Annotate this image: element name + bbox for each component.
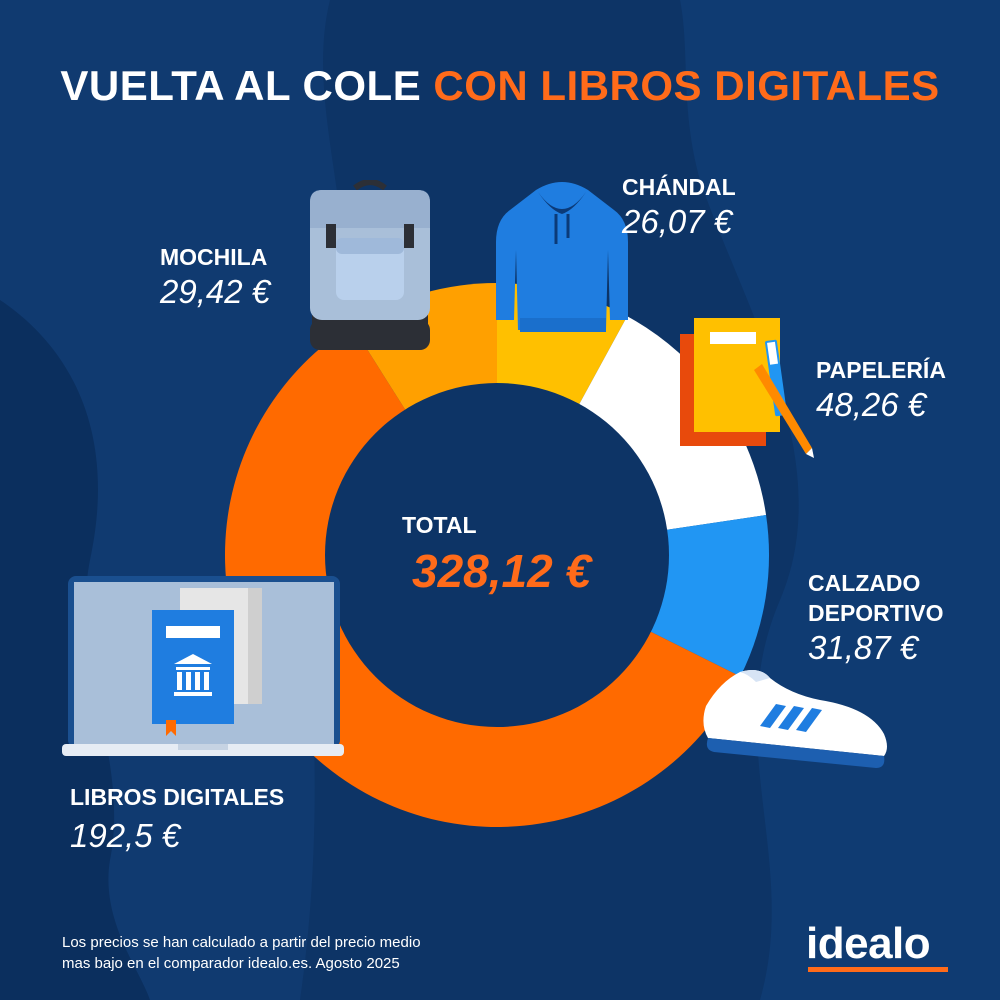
label-libros: LIBROS DIGITALES 192,5 €	[70, 782, 284, 856]
label-calzado-name-2: DEPORTIVO	[808, 600, 944, 626]
title-part-2: CON LIBROS DIGITALES	[433, 62, 940, 109]
label-chandal: CHÁNDAL 26,07 €	[622, 172, 736, 242]
total-label: TOTAL	[402, 512, 477, 538]
label-calzado: CALZADO DEPORTIVO 31,87 €	[808, 568, 943, 668]
label-libros-name: LIBROS DIGITALES	[70, 784, 285, 810]
label-chandal-value: 26,07 €	[622, 203, 733, 240]
label-papeleria-name: PAPELERÍA	[816, 357, 946, 383]
label-chandal-name: CHÁNDAL	[622, 174, 736, 200]
label-papeleria-value: 48,26 €	[816, 386, 927, 423]
label-papeleria: PAPELERÍA 48,26 €	[816, 355, 946, 425]
footnote-line-1: Los precios se han calculado a partir de…	[62, 934, 421, 951]
hoodie-icon	[496, 182, 628, 332]
laptop-ebook-icon	[62, 576, 344, 756]
logo-underline	[808, 967, 948, 972]
label-calzado-name-1: CALZADO	[808, 570, 921, 596]
label-mochila: MOCHILA 29,42 €	[160, 242, 270, 312]
idealo-logo: idealo	[806, 919, 931, 968]
label-calzado-value: 31,87 €	[808, 629, 919, 666]
label-mochila-name: MOCHILA	[160, 244, 268, 270]
notebooks-icon	[680, 318, 814, 458]
label-libros-value: 192,5 €	[70, 817, 181, 854]
page-title: VUELTA AL COLE CON LIBROS DIGITALES	[0, 62, 1000, 110]
title-part-1: VUELTA AL COLE	[60, 62, 422, 109]
footnote-line-2: mas bajo en el comparador idealo.es. Ago…	[62, 955, 400, 972]
sneaker-icon	[703, 670, 887, 768]
label-mochila-value: 29,42 €	[160, 273, 271, 310]
footnote: Los precios se han calculado a partir de…	[62, 932, 522, 974]
total-value: 328,12 €	[412, 545, 592, 597]
backpack-icon	[310, 180, 430, 350]
donut-hole	[325, 383, 669, 727]
